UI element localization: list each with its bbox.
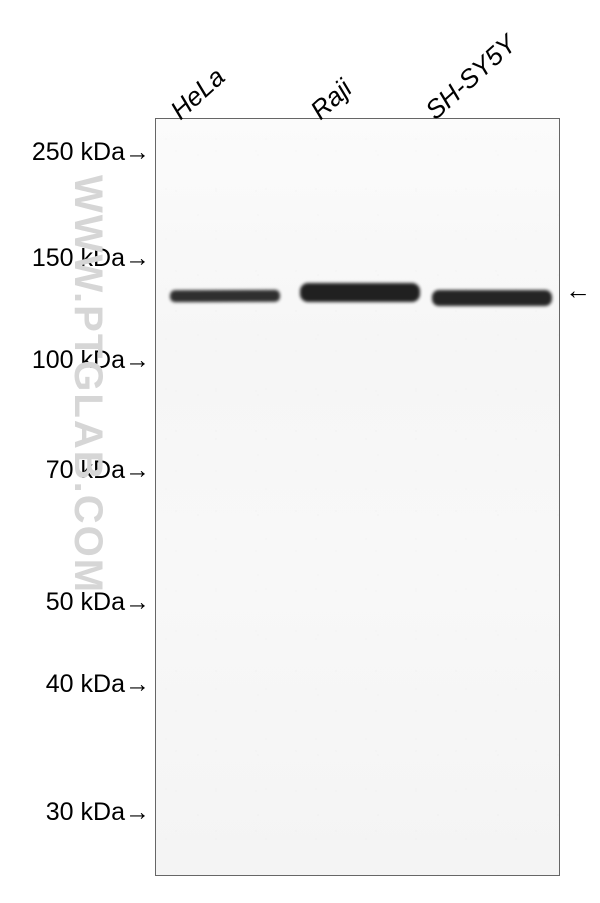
mw-marker-label: 40 kDa→ — [0, 670, 150, 699]
watermark-text: WWW.PTGLAB.COM — [65, 175, 110, 594]
blot-grain — [156, 119, 559, 875]
western-blot-figure: WWW.PTGLAB.COM HeLaRajiSH-SY5Y 250 kDa→1… — [0, 0, 600, 903]
blot-band — [432, 290, 552, 306]
mw-marker-label: 250 kDa→ — [0, 138, 150, 167]
mw-marker-label: 30 kDa→ — [0, 798, 150, 827]
lane-label: HeLa — [164, 61, 231, 126]
target-band-arrow: ← — [565, 275, 591, 306]
blot-membrane — [155, 118, 560, 876]
lane-label: SH-SY5Y — [419, 29, 522, 126]
blot-band — [300, 283, 420, 302]
blot-band — [170, 290, 280, 302]
